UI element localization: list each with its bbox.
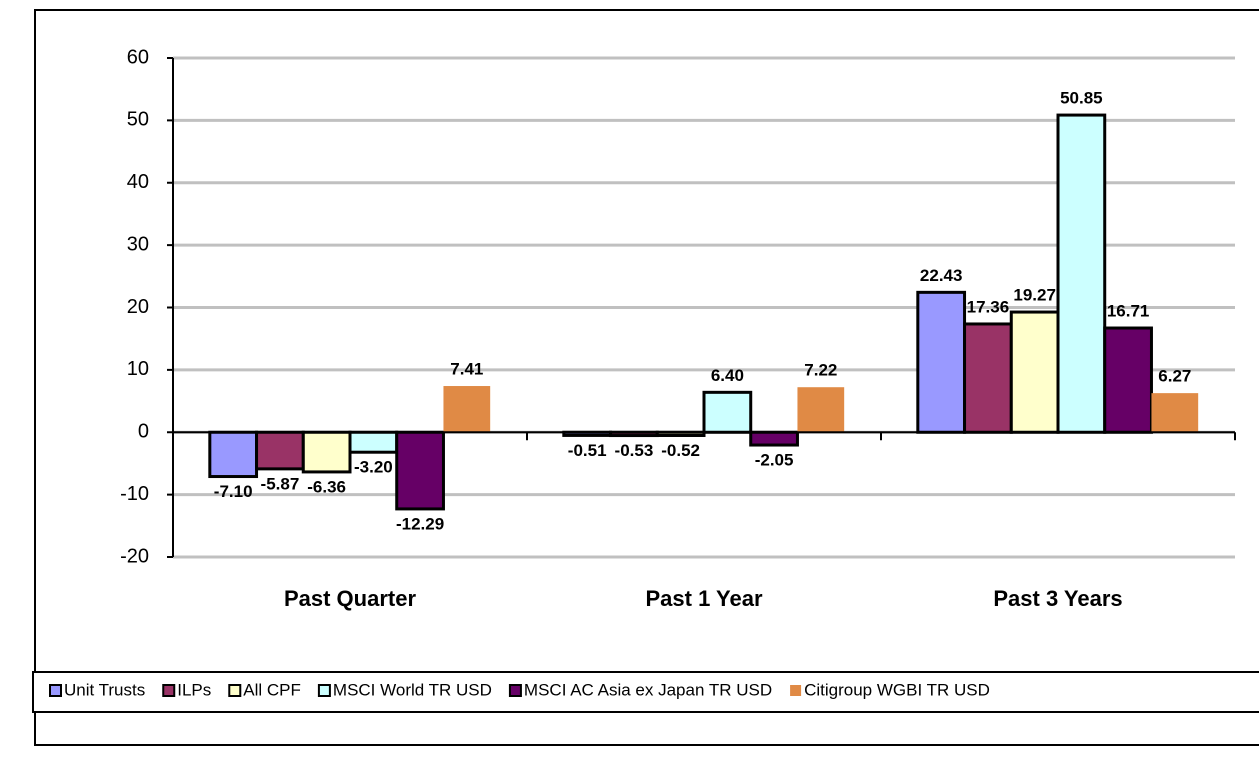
y-tick-label: 60 xyxy=(127,46,149,68)
value-label: 22.43 xyxy=(920,266,963,285)
value-label: 7.22 xyxy=(804,361,837,380)
bar xyxy=(702,390,753,434)
value-label: -12.29 xyxy=(396,514,444,533)
value-label: -5.87 xyxy=(261,474,300,493)
legend-swatch xyxy=(790,685,802,696)
value-label: -6.36 xyxy=(307,477,346,496)
bar xyxy=(208,430,259,479)
y-tick-label: 50 xyxy=(127,109,149,131)
y-tick-label: -10 xyxy=(120,483,149,505)
value-label: 7.41 xyxy=(450,360,483,379)
y-tick-label: 20 xyxy=(127,296,149,318)
bar xyxy=(348,430,399,454)
bar xyxy=(1056,113,1107,434)
value-label: -0.52 xyxy=(661,441,700,460)
value-label: 17.36 xyxy=(967,297,1010,316)
value-label: -0.51 xyxy=(568,441,607,460)
bar xyxy=(301,430,352,474)
value-label: 6.40 xyxy=(711,366,744,385)
value-label: 6.27 xyxy=(1158,367,1191,386)
legend-label: Citigroup WGBI TR USD xyxy=(804,680,990,699)
legend-swatch xyxy=(508,684,522,697)
value-label: 50.85 xyxy=(1060,89,1103,108)
legend-label: MSCI World TR USD xyxy=(333,680,492,699)
bar xyxy=(1151,393,1199,433)
x-tick-label: Past 1 Year xyxy=(645,586,762,611)
legend-label: ILPs xyxy=(177,680,211,699)
legend-swatch xyxy=(317,684,331,697)
y-tick-label: 30 xyxy=(127,233,149,255)
bar xyxy=(916,290,967,434)
x-tick-label: Past Quarter xyxy=(284,586,416,611)
value-label: -0.53 xyxy=(615,441,654,460)
bar xyxy=(797,387,845,433)
y-tick-label: 0 xyxy=(138,421,149,443)
value-label: -7.10 xyxy=(214,482,253,501)
y-tick-label: -20 xyxy=(120,545,149,567)
legend-swatch xyxy=(162,684,176,697)
bar xyxy=(443,386,491,433)
bar xyxy=(963,322,1013,434)
bar xyxy=(1103,326,1153,434)
value-label: -2.05 xyxy=(755,451,794,470)
x-tick-label: Past 3 Years xyxy=(993,586,1122,611)
legend-label: Unit Trusts xyxy=(64,680,145,699)
legend-swatch xyxy=(228,684,242,697)
bar xyxy=(1009,310,1060,434)
bar xyxy=(395,430,445,511)
legend-swatch xyxy=(49,684,62,697)
bar xyxy=(255,430,305,471)
bar xyxy=(749,430,799,447)
value-label: 16.71 xyxy=(1107,302,1150,321)
value-label: 19.27 xyxy=(1013,286,1056,305)
y-tick-label: 40 xyxy=(127,171,149,193)
value-label: -3.20 xyxy=(354,458,393,477)
legend-label: All CPF xyxy=(243,680,301,699)
y-tick-label: 10 xyxy=(127,358,149,380)
legend-label: MSCI AC Asia ex Japan TR USD xyxy=(524,680,772,699)
